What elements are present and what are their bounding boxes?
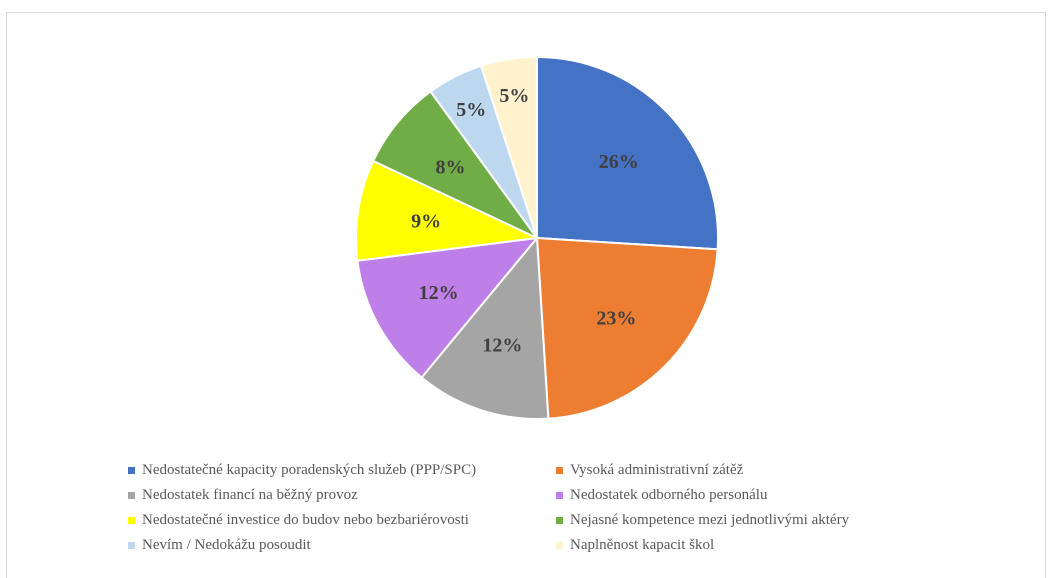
- slice-label-2: 23%: [596, 307, 636, 329]
- legend-item-7: Nevím / Nedokážu posoudit: [128, 537, 311, 554]
- pie-slice-1: [536, 55, 719, 251]
- legend-label: Naplněnost kapacit škol: [570, 537, 715, 553]
- pie-slice-2: [535, 236, 719, 420]
- legend-label: Nedostatek odborného personálu: [570, 487, 768, 503]
- slice-label-6: 8%: [436, 156, 466, 178]
- legend-item-1: Nedostatečné kapacity poradenských služe…: [128, 462, 476, 479]
- legend-swatch: [128, 542, 135, 549]
- legend-swatch: [556, 517, 563, 524]
- slice-label-1: 26%: [599, 151, 639, 173]
- legend-item-2: Vysoká administrativní zátěž: [556, 462, 743, 479]
- legend-item-8: Naplněnost kapacit škol: [556, 537, 714, 554]
- slice-label-4: 12%: [419, 282, 459, 304]
- pie-slice-6: [371, 90, 538, 239]
- legend-swatch: [556, 542, 563, 549]
- legend-swatch: [556, 467, 563, 474]
- slice-label-7: 5%: [456, 99, 486, 121]
- legend-swatch: [128, 467, 135, 474]
- legend-item-3: Nedostatek financí na běžný provoz: [128, 487, 358, 504]
- legend-label: Vysoká administrativní zátěž: [570, 462, 744, 478]
- legend-label: Nedostatečné kapacity poradenských služe…: [142, 462, 477, 478]
- pie-slice-8: [479, 55, 538, 239]
- legend-swatch: [128, 517, 135, 524]
- slice-label-3: 12%: [482, 335, 522, 357]
- legend-label: Nedostatečné investice do budov nebo bez…: [142, 512, 469, 528]
- legend-swatch: [556, 492, 563, 499]
- legend-label: Nejasné kompetence mezi jednotlivými akt…: [570, 512, 850, 528]
- pie-slice-4: [356, 236, 540, 379]
- legend-item-6: Nejasné kompetence mezi jednotlivými akt…: [556, 512, 849, 529]
- legend-item-4: Nedostatek odborného personálu: [556, 487, 767, 504]
- legend-swatch: [128, 492, 135, 499]
- legend-item-5: Nedostatečné investice do budov nebo bez…: [128, 512, 469, 529]
- pie-slice-5: [355, 159, 541, 262]
- slice-label-8: 5%: [499, 85, 529, 107]
- legend-label: Nevím / Nedokážu posoudit: [142, 537, 311, 553]
- slice-label-5: 9%: [411, 210, 441, 232]
- legend-label: Nedostatek financí na běžný provoz: [142, 487, 358, 503]
- pie-slice-3: [420, 235, 550, 420]
